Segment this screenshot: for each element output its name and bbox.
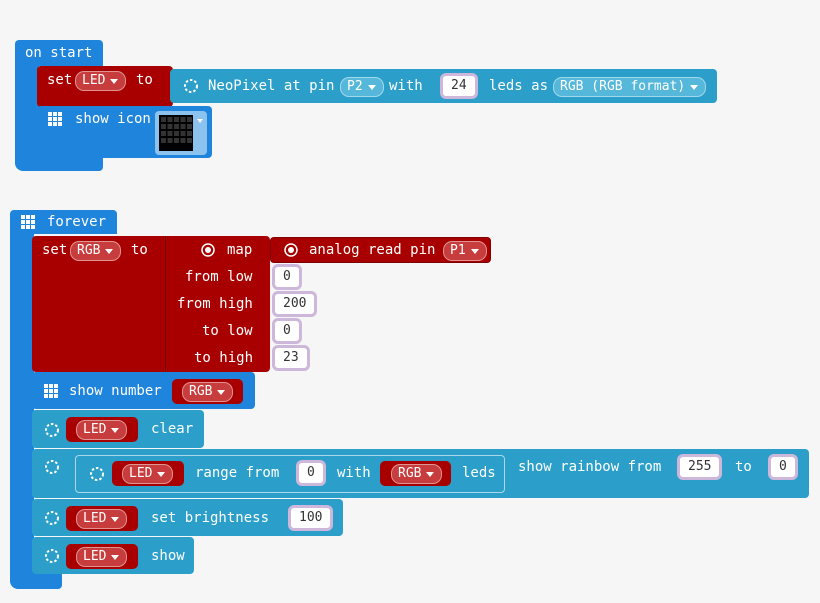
- neopixel-icon: [45, 460, 59, 474]
- leds-input[interactable]: 24: [440, 73, 478, 99]
- neopixel-icon: [184, 79, 198, 93]
- neopixel-icon: [45, 423, 59, 437]
- number-input[interactable]: 0: [296, 460, 326, 486]
- map-row-label: from low: [185, 269, 253, 285]
- forever-foot: [10, 572, 62, 589]
- analog-read-label: analog read pin: [309, 242, 436, 258]
- set-brightness-label: set brightness: [151, 510, 270, 526]
- leds-as-label: leds as: [489, 78, 549, 94]
- variable-dropdown[interactable]: LED: [122, 464, 174, 484]
- on-start-foot: [15, 155, 103, 171]
- set-block[interactable]: [32, 236, 270, 372]
- number-input[interactable]: 200: [272, 291, 318, 317]
- forever-arm: [10, 232, 34, 582]
- variable-dropdown[interactable]: LED: [76, 547, 128, 567]
- number-input[interactable]: 100: [288, 505, 334, 531]
- leds-label: leds: [462, 465, 496, 481]
- pin-dropdown[interactable]: P1: [443, 241, 487, 261]
- pin-dropdown[interactable]: P2: [340, 77, 384, 97]
- forever-label: forever: [47, 214, 107, 230]
- neopixel-icon: [45, 511, 59, 525]
- map-row-label: from high: [177, 296, 253, 312]
- with-label: with: [337, 465, 371, 481]
- number-input[interactable]: 0: [768, 454, 798, 480]
- show-label: show: [151, 548, 185, 564]
- to-label: to: [131, 242, 148, 258]
- mode-dropdown[interactable]: RGB (RGB format): [553, 77, 707, 97]
- map-icon: [201, 243, 215, 257]
- set-keyword: set: [47, 72, 73, 88]
- with-label: with: [389, 78, 423, 94]
- variable-dropdown[interactable]: LED: [76, 509, 128, 529]
- map-label: map: [227, 242, 253, 258]
- grid-icon: [44, 384, 58, 398]
- number-input[interactable]: 0: [272, 318, 302, 344]
- neopixel-label: NeoPixel at pin: [208, 78, 335, 94]
- clear-label: clear: [151, 421, 194, 437]
- number-input[interactable]: 23: [272, 345, 310, 371]
- grid-icon: [21, 215, 35, 229]
- on-start-arm: [15, 64, 39, 164]
- show-number-label: show number: [69, 383, 162, 399]
- show-rainbow-label: show rainbow from: [518, 459, 662, 475]
- number-input[interactable]: 255: [677, 454, 723, 480]
- number-input[interactable]: 0: [272, 264, 302, 290]
- variable-dropdown[interactable]: LED: [76, 420, 128, 440]
- map-row-label: to low: [202, 323, 253, 339]
- set-keyword: set: [42, 242, 68, 258]
- to-label: to: [136, 72, 153, 88]
- range-from-label: range from: [195, 465, 280, 481]
- variable-dropdown[interactable]: LED: [75, 71, 127, 91]
- neopixel-icon: [45, 549, 59, 563]
- on-start-label: on start: [25, 45, 93, 61]
- icon-picker[interactable]: [155, 111, 207, 155]
- pin-icon: [284, 243, 298, 257]
- variable-dropdown[interactable]: RGB: [391, 464, 443, 484]
- variable-dropdown[interactable]: RGB: [182, 382, 234, 402]
- neopixel-icon: [90, 467, 104, 481]
- on-start-hat[interactable]: [15, 40, 103, 66]
- block-divider: [165, 236, 166, 372]
- variable-dropdown[interactable]: RGB: [70, 241, 122, 261]
- grid-icon: [48, 112, 62, 126]
- map-row-label: to high: [194, 350, 254, 366]
- show-icon-label: show icon: [75, 111, 151, 127]
- to-label: to: [735, 459, 752, 475]
